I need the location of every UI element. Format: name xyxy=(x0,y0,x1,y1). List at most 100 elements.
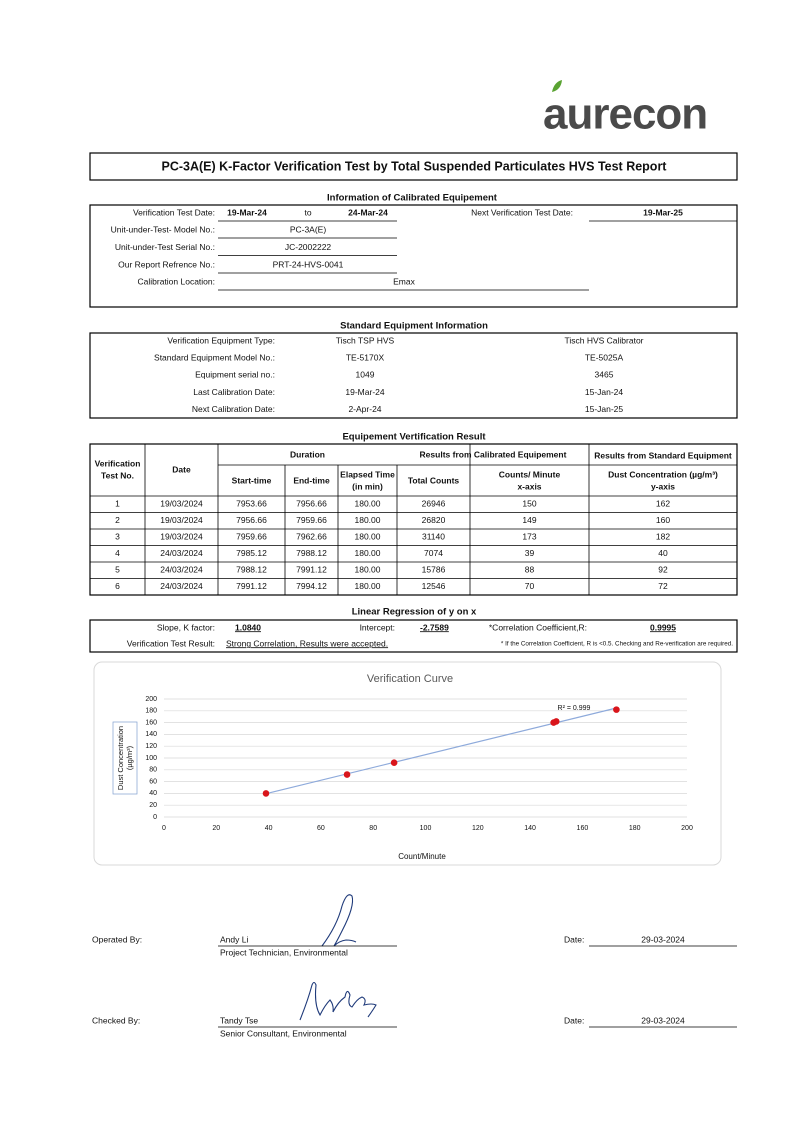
label: Next Calibration Date: xyxy=(192,404,275,414)
table-cell: 173 xyxy=(522,532,536,542)
table-cell: 3 xyxy=(115,532,120,542)
label: Verification Test Result: xyxy=(127,638,215,648)
table-header: Counts/ Minute xyxy=(499,469,561,479)
y-tick-label: 20 xyxy=(149,802,157,809)
table-cell: 1 xyxy=(115,499,120,509)
label: Intercept: xyxy=(360,622,395,632)
value: JC-2002222 xyxy=(285,242,332,252)
table-cell: 7988.12 xyxy=(296,548,327,558)
y-tick-label: 160 xyxy=(145,719,157,726)
table-cell: 2 xyxy=(115,515,120,525)
table-cell: 7994.12 xyxy=(296,581,327,591)
table-cell: 15786 xyxy=(422,565,446,575)
table-cell: 70 xyxy=(525,581,535,591)
table-header: End-time xyxy=(293,475,330,485)
label: Equipment serial no.: xyxy=(195,370,275,380)
y-axis-label: Dust Concentration (µg/m³) xyxy=(116,726,134,790)
x-tick-label: 180 xyxy=(629,825,641,832)
table-cell: 149 xyxy=(522,515,536,525)
x-tick-label: 160 xyxy=(577,825,589,832)
table-cell: 26946 xyxy=(422,499,446,509)
value: to xyxy=(304,207,311,217)
value: 3465 xyxy=(595,370,614,380)
y-tick-label: 180 xyxy=(145,708,157,715)
section-heading: Equipement Vertification Result xyxy=(342,432,486,443)
section-heading: Standard Equipment Information xyxy=(340,321,488,332)
x-tick-label: 0 xyxy=(162,825,166,832)
table-cell: 7991.12 xyxy=(296,565,327,575)
value: TE-5170X xyxy=(346,352,385,362)
chart-frame xyxy=(93,661,722,866)
name: Tandy Tse xyxy=(220,1015,258,1025)
table-cell: 26820 xyxy=(422,515,446,525)
section-heading: Linear Regression of y on x xyxy=(352,607,477,618)
label: Last Calibration Date: xyxy=(193,387,275,397)
label: Date: xyxy=(564,1015,584,1025)
y-tick-label: 40 xyxy=(149,790,157,797)
table-header: (in min) xyxy=(352,481,383,491)
table-cell: 72 xyxy=(658,581,668,591)
table-header: Duration xyxy=(290,449,325,459)
label: Next Verification Test Date: xyxy=(471,207,573,217)
section-box xyxy=(89,204,738,308)
table-header: x-axis xyxy=(517,481,541,491)
value: Tisch TSP HVS xyxy=(336,335,395,345)
value: PRT-24-HVS-0041 xyxy=(273,259,344,269)
x-tick-label: 200 xyxy=(681,825,693,832)
y-tick-label: 60 xyxy=(149,778,157,785)
table-header: Total Counts xyxy=(408,475,460,485)
value: Tisch HVS Calibrator xyxy=(564,335,643,345)
label: Verification Test Date: xyxy=(133,207,215,217)
table-cell: 92 xyxy=(658,565,668,575)
x-tick-label: 60 xyxy=(317,825,325,832)
section-box xyxy=(89,619,738,653)
y-tick-label: 140 xyxy=(145,731,157,738)
value: TE-5025A xyxy=(585,352,624,362)
label: Checked By: xyxy=(92,1015,140,1025)
value: Strong Correlation, Results were accepte… xyxy=(226,638,388,648)
table-cell: 6 xyxy=(115,581,120,591)
table-header: Start-time xyxy=(232,475,272,485)
table-cell: 7985.12 xyxy=(236,548,267,558)
table-cell: 160 xyxy=(656,515,670,525)
point xyxy=(390,759,398,767)
y-tick-label: 120 xyxy=(145,743,157,750)
table-header: Results from Standard Equipment xyxy=(594,450,732,460)
table-cell: 31140 xyxy=(422,532,445,542)
table-header: Elapsed Time xyxy=(340,469,395,479)
label: Unit-under-Test- Model No.: xyxy=(111,224,215,234)
table-cell: 180.00 xyxy=(355,581,381,591)
table-cell: 88 xyxy=(525,565,535,575)
table-cell: 7956.66 xyxy=(236,515,267,525)
table-cell: 162 xyxy=(656,499,670,509)
value: Emax xyxy=(393,276,415,286)
table-cell: 180.00 xyxy=(355,499,381,509)
y-tick-label: 200 xyxy=(145,696,157,703)
value: 1.0840 xyxy=(235,622,261,632)
y-tick-label: 80 xyxy=(149,767,157,774)
table-header: Date xyxy=(172,464,191,474)
logo-leaf xyxy=(552,80,562,92)
table-cell: 39 xyxy=(525,548,535,558)
point xyxy=(550,719,557,726)
table-cell: 24/03/2024 xyxy=(160,548,203,558)
point xyxy=(262,790,270,797)
table-cell: 24/03/2024 xyxy=(160,581,203,591)
logo: aurecon xyxy=(543,90,707,139)
y-tick-label: 100 xyxy=(145,755,157,762)
y-axis-label-line: Dust Concentration xyxy=(116,726,125,790)
table-cell: 182 xyxy=(656,532,670,542)
role: Project Technician, Environmental xyxy=(220,947,348,957)
value: 24-Mar-24 xyxy=(348,207,388,217)
name: Andy Li xyxy=(220,934,248,944)
table-cell: 24/03/2024 xyxy=(160,565,203,575)
table-header: Test No. xyxy=(101,470,134,480)
label: Slope, K factor: xyxy=(157,622,215,632)
value: 19-Mar-24 xyxy=(227,207,267,217)
note: * If the Correlation Coefficient, R is <… xyxy=(501,641,733,648)
label: Our Report Refrence No.: xyxy=(118,259,215,269)
table-header: Results from Calibrated Equipement xyxy=(420,449,567,459)
chart-title: Verification Curve xyxy=(367,673,453,685)
table-cell: 19/03/2024 xyxy=(160,515,203,525)
table-header: Verification xyxy=(95,458,141,468)
